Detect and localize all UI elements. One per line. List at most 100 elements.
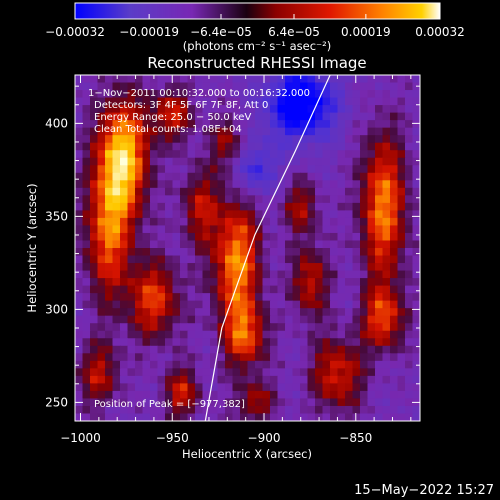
heatmap-cell: [120, 398, 129, 407]
heatmap-cell: [210, 345, 219, 354]
heatmap-cell: [75, 105, 84, 114]
heatmap-cell: [255, 383, 264, 392]
heatmap-cell: [240, 112, 249, 121]
heatmap-cell: [412, 323, 420, 332]
heatmap-cell: [127, 255, 136, 264]
heatmap-cell: [322, 97, 331, 106]
heatmap-cell: [187, 75, 196, 84]
heatmap-cell: [337, 413, 346, 421]
heatmap-cell: [322, 240, 331, 249]
heatmap-cell: [210, 142, 219, 151]
heatmap-cell: [397, 135, 406, 144]
heatmap-cell: [90, 300, 99, 309]
heatmap-cell: [150, 82, 159, 91]
heatmap-cell: [345, 172, 354, 181]
heatmap-cell: [172, 390, 181, 400]
heatmap-cell: [255, 300, 264, 309]
heatmap-cell: [345, 338, 354, 347]
heatmap-cell: [300, 338, 309, 347]
heatmap-cell: [112, 172, 121, 181]
heatmap-cell: [120, 293, 129, 302]
heatmap-cell: [240, 210, 249, 219]
heatmap-cell: [375, 187, 384, 196]
heatmap-cell: [262, 278, 271, 287]
heatmap-cell: [187, 300, 196, 309]
heatmap-cell: [322, 90, 331, 99]
heatmap-cell: [142, 308, 151, 317]
heatmap-cell: [382, 225, 391, 234]
heatmap-cell: [382, 142, 391, 151]
heatmap-cell: [97, 375, 106, 384]
heatmap-cell: [375, 172, 384, 181]
heatmap-cell: [337, 240, 346, 249]
heatmap-cell: [217, 338, 226, 347]
heatmap-cell: [405, 345, 414, 354]
heatmap-cell: [262, 375, 271, 384]
heatmap-cell: [97, 353, 106, 362]
heatmap-cell: [180, 165, 189, 174]
heatmap-cell: [127, 383, 136, 392]
heatmap-cell: [172, 202, 181, 211]
heatmap-cell: [270, 90, 279, 99]
heatmap-cell: [315, 180, 324, 189]
heatmap-cell: [375, 112, 384, 121]
heatmap-cell: [157, 293, 166, 302]
heatmap-cell: [142, 180, 151, 189]
heatmap-cell: [262, 405, 271, 415]
heatmap-cell: [217, 202, 226, 211]
heatmap-cell: [270, 195, 279, 204]
heatmap-cell: [225, 413, 234, 421]
heatmap-cell: [405, 127, 414, 136]
heatmap-cell: [322, 315, 331, 324]
heatmap-cell: [97, 195, 106, 204]
heatmap-cell: [315, 127, 324, 136]
heatmap-cell: [315, 270, 324, 279]
heatmap-cell: [157, 217, 166, 227]
heatmap-cell: [307, 353, 316, 362]
heatmap-cell: [172, 360, 181, 369]
heatmap-cell: [210, 187, 219, 196]
heatmap-cell: [300, 195, 309, 204]
heatmap-cell: [97, 165, 106, 174]
heatmap-cell: [292, 293, 301, 302]
heatmap-cell: [292, 338, 301, 347]
heatmap-cell: [345, 345, 354, 354]
heatmap-cell: [97, 172, 106, 181]
heatmap-cell: [172, 353, 181, 362]
heatmap-cell: [195, 232, 204, 242]
heatmap-cell: [232, 383, 241, 392]
heatmap-cell: [112, 202, 121, 211]
heatmap-cell: [75, 112, 84, 121]
heatmap-cell: [292, 202, 301, 211]
heatmap-cell: [187, 270, 196, 279]
heatmap-cell: [330, 187, 339, 196]
heatmap-cell: [405, 338, 414, 347]
heatmap-cell: [360, 75, 369, 84]
heatmap-cell: [255, 195, 264, 204]
heatmap-cell: [322, 368, 331, 377]
heatmap-cell: [135, 338, 144, 347]
heatmap-cell: [262, 353, 271, 362]
heatmap-cell: [412, 142, 420, 151]
heatmap-cell: [315, 105, 324, 114]
heatmap-cell: [232, 225, 241, 234]
heatmap-cell: [307, 157, 316, 166]
heatmap-cell: [112, 345, 121, 354]
heatmap-cell: [232, 413, 241, 421]
heatmap-cell: [412, 202, 420, 211]
heatmap-cell: [382, 390, 391, 400]
heatmap-cell: [352, 165, 361, 174]
heatmap-cell: [382, 293, 391, 302]
heatmap-cell: [90, 135, 99, 144]
heatmap-cell: [345, 405, 354, 415]
heatmap-cell: [337, 323, 346, 332]
heatmap-cell: [150, 232, 159, 242]
heatmap-cell: [210, 248, 219, 257]
heatmap-cell: [382, 112, 391, 121]
heatmap-cell: [82, 330, 91, 339]
heatmap-cell: [277, 315, 286, 324]
heatmap-cell: [195, 413, 204, 421]
heatmap-cell: [172, 135, 181, 144]
heatmap-cell: [285, 240, 294, 249]
heatmap-cell: [330, 375, 339, 384]
